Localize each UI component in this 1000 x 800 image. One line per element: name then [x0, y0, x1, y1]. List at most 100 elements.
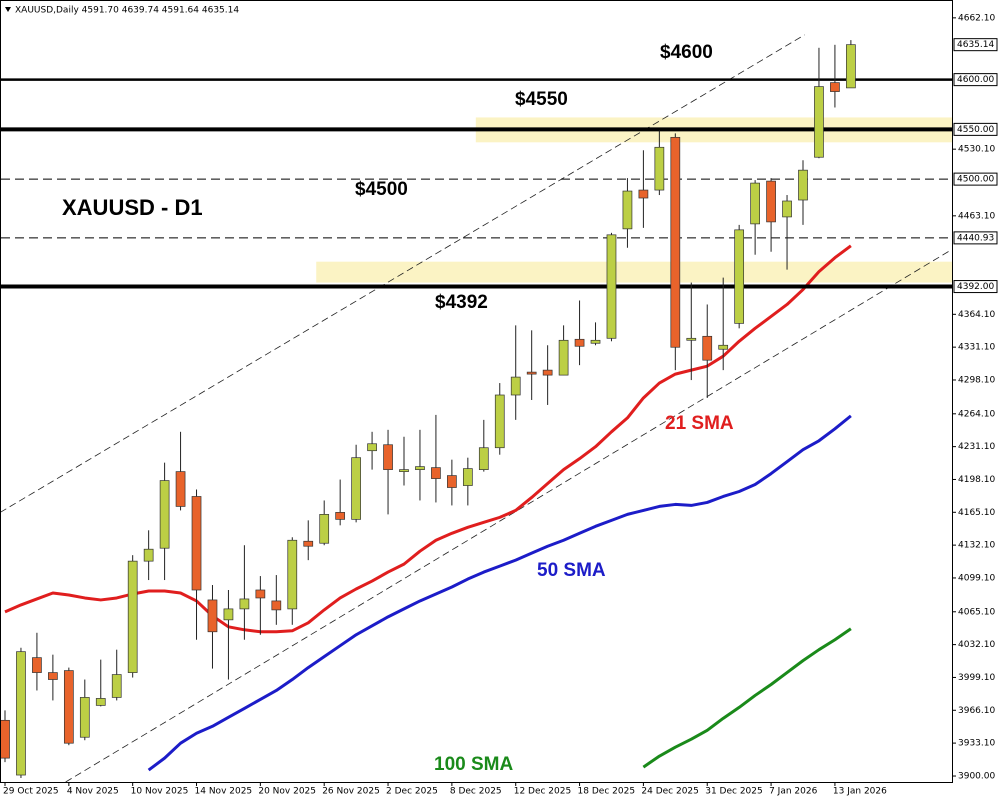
candle-body: [670, 136, 681, 348]
level-label: 4550.00: [957, 125, 994, 135]
candle-body: [558, 339, 569, 376]
candle-body: [239, 598, 250, 610]
candle-body: [686, 337, 697, 341]
candle-body: [335, 512, 346, 520]
candle-body: [367, 443, 377, 452]
level-box: [953, 280, 998, 294]
candle-body: [702, 335, 713, 361]
y-tick-label: 3999.10: [958, 673, 995, 683]
y-tick-label: 4331.10: [958, 343, 995, 353]
candle-body: [319, 514, 330, 544]
sma-line: [642, 627, 852, 769]
level-annotation: $4392: [435, 292, 488, 313]
sma-line: [4, 244, 852, 634]
level-label: 4600.00: [957, 75, 994, 85]
candle-body: [16, 651, 26, 776]
level-box: [953, 172, 998, 186]
y-tick-label: 4662.10: [958, 13, 995, 23]
candle-body: [48, 672, 58, 680]
channel-line: [65, 249, 952, 782]
candle-body: [574, 338, 585, 347]
x-tick-label: 4 Nov 2025: [67, 787, 119, 797]
level-annotation: $4500: [355, 179, 408, 200]
candle-body: [223, 608, 234, 621]
candle-body: [638, 189, 649, 199]
x-tick-label: 31 Dec 2025: [705, 787, 763, 797]
candle-body: [32, 657, 42, 673]
level-annotation: $4600: [660, 42, 713, 63]
candle-body: [255, 589, 266, 599]
candle-body: [718, 344, 729, 350]
y-tick-label: 4463.10: [958, 211, 995, 221]
x-tick-label: 18 Dec 2025: [578, 787, 636, 797]
price-axis: 4662.10 4530.10 4463.10 4364.10 4331.10 4298.…: [952, 13, 998, 782]
level-label: 4500.00: [957, 175, 994, 185]
current-price-box: [953, 38, 998, 52]
plot-area: [1, 34, 952, 782]
candle-body: [175, 471, 186, 507]
x-tick-label: 14 Nov 2025: [195, 787, 253, 797]
candle-body: [526, 371, 537, 375]
candle-body: [271, 600, 282, 611]
candle-body: [830, 82, 840, 92]
candle-body: [287, 539, 298, 610]
candle-body: [303, 540, 314, 547]
y-tick-label: 4530.10: [958, 145, 995, 155]
candle-body: [494, 394, 505, 449]
y-tick-label: 4364.10: [958, 310, 995, 320]
candle-body: [510, 376, 521, 396]
level-label: 4440.93: [957, 233, 994, 243]
x-tick-label: 26 Nov 2025: [322, 787, 380, 797]
candle-body: [191, 496, 202, 591]
header-arrow: [5, 7, 11, 12]
candle-body: [606, 234, 617, 339]
current-price-label: 4635.14: [957, 40, 994, 50]
candle-body: [159, 480, 170, 549]
candle-body: [383, 444, 393, 470]
candle-body: [79, 697, 90, 738]
channel-line: [1, 34, 805, 513]
candle-body: [111, 674, 122, 698]
y-tick-label: 4198.10: [958, 475, 995, 485]
sma-label: 100 SMA: [434, 754, 513, 775]
y-tick-label: 4231.10: [958, 442, 995, 452]
candle-body: [447, 475, 457, 488]
candle-body: [143, 548, 154, 562]
level-annotation: $4550: [515, 89, 568, 110]
candle-body: [782, 200, 792, 218]
sma-label: 21 SMA: [665, 413, 734, 434]
y-tick-label: 4099.10: [958, 573, 995, 583]
level-box: [953, 122, 998, 136]
candle-body: [798, 169, 808, 201]
candle-body: [542, 369, 553, 376]
candle-body: [846, 44, 856, 89]
sma-line: [147, 414, 852, 772]
y-tick-label: 4165.10: [958, 508, 995, 518]
y-tick-label: 3900.00: [958, 772, 995, 782]
candle-body: [399, 469, 409, 472]
candle-body: [478, 447, 489, 470]
candle-body: [590, 339, 601, 344]
x-tick-label: 10 Nov 2025: [131, 787, 189, 797]
x-tick-label: 12 Dec 2025: [514, 787, 572, 797]
candle-body: [654, 146, 665, 191]
sma-label: 50 SMA: [537, 560, 606, 581]
candle-body: [95, 698, 106, 706]
candle-body: [814, 86, 824, 158]
candle-body: [207, 599, 218, 633]
candle-body: [734, 229, 745, 324]
level-box: [953, 231, 998, 245]
level-label: 4392.00: [957, 282, 994, 292]
candle-body: [431, 467, 441, 479]
zone: [316, 261, 952, 283]
candle-body: [63, 670, 74, 744]
candle-body: [750, 182, 760, 225]
y-tick-label: 4132.10: [958, 541, 995, 551]
x-tick-label: 7 Jan 2026: [769, 787, 817, 797]
x-tick-label: 2 Dec 2025: [386, 787, 438, 797]
level-box: [953, 73, 998, 87]
y-tick-label: 4298.10: [958, 375, 995, 385]
chart-header: XAUUSD,Daily 4591.70 4639.74 4591.64 463…: [15, 6, 239, 16]
